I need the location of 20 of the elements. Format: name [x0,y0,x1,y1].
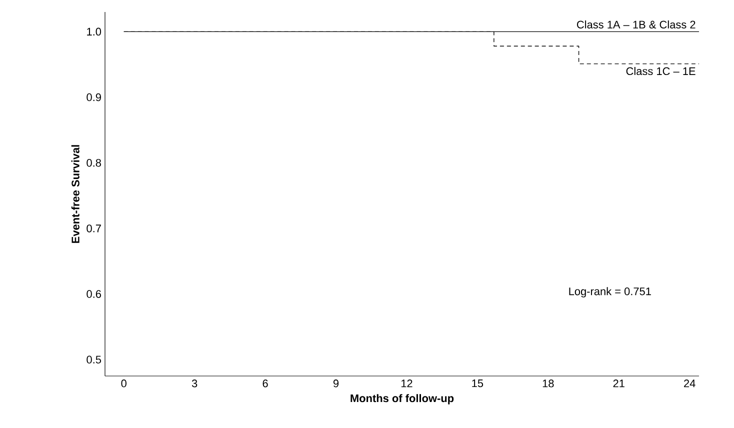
y-tick-label: 0.6 [86,290,101,298]
x-tick-label: 3 [192,380,198,388]
series-label: Class 1C – 1E [626,67,696,76]
x-tick-label: 15 [472,380,484,388]
y-tick-label: 0.9 [86,93,101,102]
x-tick-label: 6 [262,380,268,388]
x-tick-label: 24 [684,380,696,388]
y-tick-label: 0.7 [86,224,101,232]
y-tick-label: 0.8 [86,158,101,167]
annotation: Log-rank = 0.751 [569,287,651,298]
x-tick-label: 9 [333,380,339,388]
x-tick-label: 12 [401,380,412,388]
x-tick-label: 0 [121,380,126,388]
x-axis-title: Months of follow-up [350,394,454,404]
y-axis-title: Event-free Survival [71,145,80,243]
series-label: Class 1A – 1B & Class 2 [577,20,696,28]
y-tick-label: 0.5 [86,356,102,364]
y-tick-label: 1.0 [87,28,102,36]
x-tick-label: 21 [613,380,624,388]
x-tick-label: 18 [542,380,554,388]
